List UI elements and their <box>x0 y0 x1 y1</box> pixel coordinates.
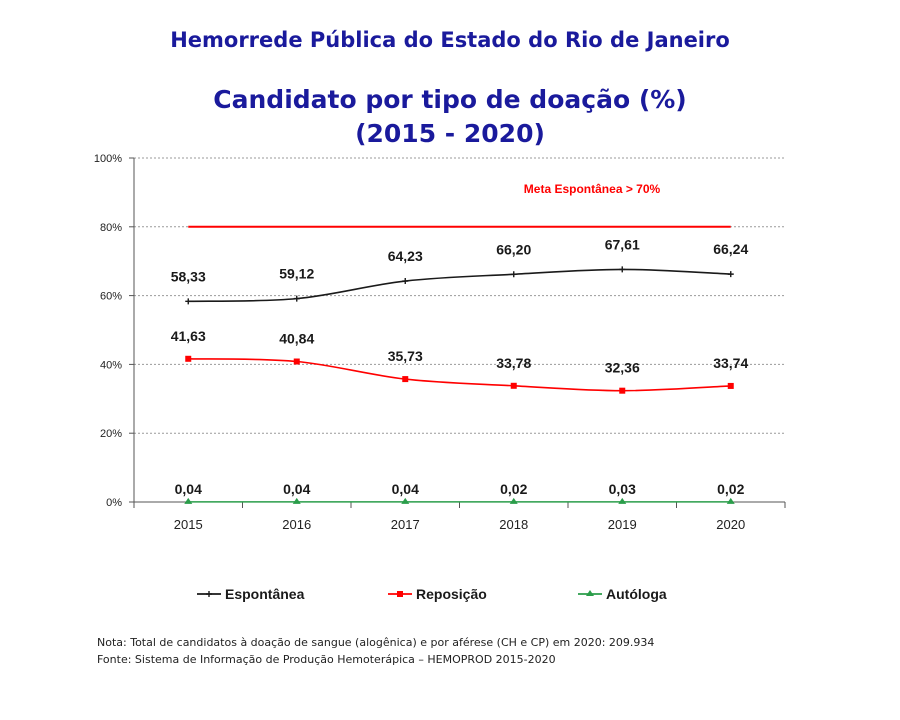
data-label: 0,04 <box>175 481 202 497</box>
y-tick-label: 20% <box>100 428 122 440</box>
x-tick-label: 2016 <box>282 517 311 532</box>
data-point <box>510 382 517 389</box>
note-text: Nota: Total de candidatos à doação de sa… <box>97 636 655 649</box>
data-point <box>727 271 734 278</box>
data-point <box>185 355 192 362</box>
y-tick-label: 100% <box>94 153 122 165</box>
chart-supertitle: Hemorrede Pública do Estado do Rio de Ja… <box>170 28 730 52</box>
data-point <box>402 278 409 285</box>
x-tick-label: 2020 <box>716 517 745 532</box>
data-label: 66,24 <box>713 241 748 257</box>
y-tick-label: 80% <box>100 222 122 234</box>
data-label: 0,02 <box>717 481 744 497</box>
line-chart: 0% 20% 40% 60% 80% 100% 2015 2016 2017 2018 2019 20… <box>94 153 786 602</box>
data-label: 0,04 <box>283 481 310 497</box>
data-point <box>618 497 627 504</box>
data-label: 67,61 <box>605 236 640 252</box>
data-point <box>510 271 517 278</box>
data-point <box>402 376 409 383</box>
chart-title: Candidato por tipo de doação (%) (2015 -… <box>0 83 900 151</box>
legend-marker <box>586 590 594 596</box>
data-label: 0,03 <box>609 481 636 497</box>
data-point <box>293 295 300 302</box>
y-tick-label: 60% <box>100 291 122 303</box>
x-tick-label: 2017 <box>391 517 420 532</box>
data-point <box>292 497 301 504</box>
y-tick-label: 0% <box>106 497 122 509</box>
data-label: 33,74 <box>713 355 748 371</box>
data-label: 40,84 <box>279 331 314 347</box>
data-label: 41,63 <box>171 328 206 344</box>
chart-title-line2: (2015 - 2020) <box>355 119 545 148</box>
data-label: 64,23 <box>388 248 423 264</box>
legend-marker <box>206 591 212 597</box>
data-point <box>727 382 734 389</box>
data-label: 66,20 <box>496 241 531 257</box>
data-label: 32,36 <box>605 360 640 376</box>
data-label: 33,78 <box>496 355 531 371</box>
data-label: 0,02 <box>500 481 527 497</box>
data-point <box>619 266 626 273</box>
data-point <box>509 497 518 504</box>
x-tick-label: 2018 <box>499 517 528 532</box>
chart-title-line1: Candidato por tipo de doação (%) <box>213 85 687 114</box>
data-point <box>726 497 735 504</box>
data-label: 35,73 <box>388 348 423 364</box>
y-tick-label: 40% <box>100 359 122 371</box>
x-tick-label: 2019 <box>608 517 637 532</box>
legend-label-autologa: Autóloga <box>606 586 667 602</box>
data-point <box>619 387 626 394</box>
data-point <box>293 358 300 365</box>
data-label: 58,33 <box>171 268 206 284</box>
chart-notes: Nota: Total de candidatos à doação de sa… <box>97 634 654 668</box>
legend-label-espontanea: Espontânea <box>225 586 305 602</box>
data-label: 59,12 <box>279 266 314 282</box>
x-tick-label: 2015 <box>174 517 203 532</box>
data-point <box>185 298 192 305</box>
data-point <box>184 497 193 504</box>
series-line-reposicao <box>188 357 731 392</box>
source-text: Fonte: Sistema de Informação de Produção… <box>97 653 556 666</box>
data-label: 0,04 <box>392 481 419 497</box>
meta-reference-label: Meta Espontânea > 70% <box>524 182 661 196</box>
legend-label-reposicao: Reposição <box>416 586 487 602</box>
series-line-espontanea <box>188 268 731 303</box>
legend-marker <box>397 591 403 597</box>
data-point <box>401 497 410 504</box>
